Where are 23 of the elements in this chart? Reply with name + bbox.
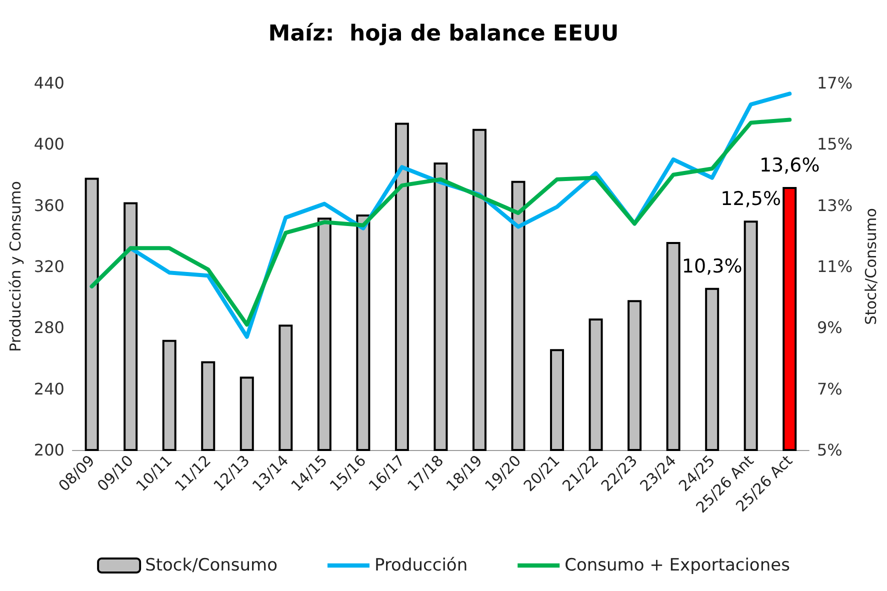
y-tick-label: 400 (34, 134, 64, 154)
y2-tick-label: 5% (817, 440, 842, 460)
data-label: 12,5% (720, 188, 782, 210)
y2-tick-label: 17% (817, 74, 853, 92)
legend-label: Consumo + Exportaciones (564, 556, 790, 576)
data-label: 10,3% (682, 255, 742, 278)
y-tick-label: 280 (34, 318, 64, 338)
y2-tick-label: 7% (817, 379, 842, 398)
y2-tick-label: 11% (817, 257, 853, 276)
y-tick-label: 200 (34, 440, 64, 460)
legend-label: Stock/Consumo (145, 556, 278, 576)
y2-tick-label: 9% (817, 318, 842, 338)
y-tick-label: 320 (34, 257, 64, 276)
y2-axis-title: Stock/Consumo (862, 208, 880, 325)
data-label: 13,6% (759, 154, 820, 176)
y-tick-label: 240 (34, 379, 64, 398)
y-tick-label: 440 (34, 74, 64, 92)
y-tick-label: 360 (34, 196, 64, 215)
y-axis-title: Producción y Consumo (6, 181, 24, 352)
chart-title: Maíz: hoja de balance EEUU (268, 22, 619, 46)
y2-tick-label: 15% (817, 134, 853, 154)
y2-tick-label: 13% (817, 196, 853, 215)
legend-label: Producción (374, 556, 468, 576)
